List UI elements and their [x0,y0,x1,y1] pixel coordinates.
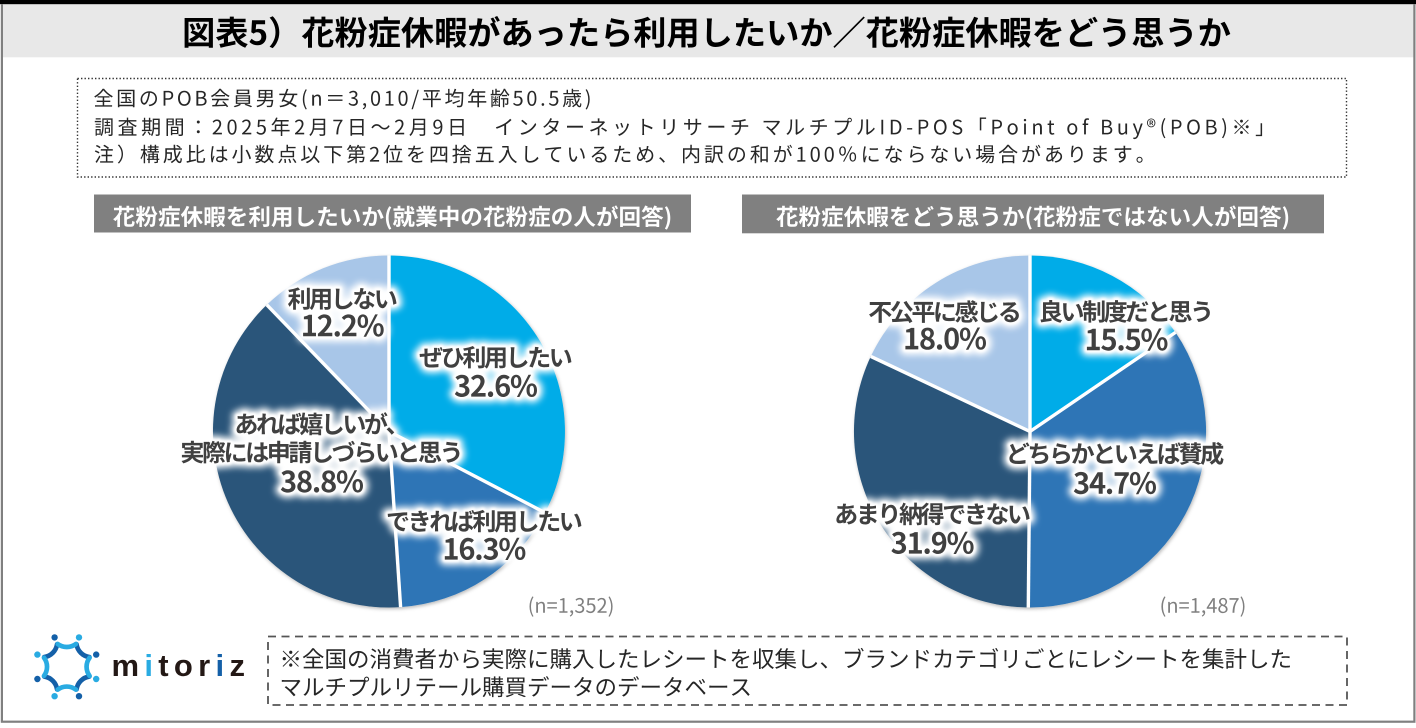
svg-text:mitoriz: mitoriz [112,648,251,683]
